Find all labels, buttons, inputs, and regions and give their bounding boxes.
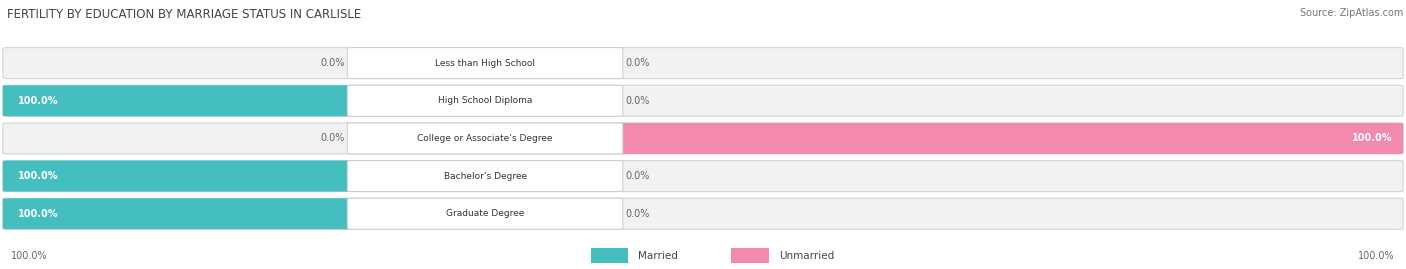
- FancyBboxPatch shape: [3, 85, 1403, 116]
- FancyBboxPatch shape: [347, 123, 623, 154]
- Text: 0.0%: 0.0%: [626, 96, 650, 106]
- Text: 100.0%: 100.0%: [11, 250, 48, 261]
- Text: High School Diploma: High School Diploma: [437, 96, 533, 105]
- Text: 0.0%: 0.0%: [626, 171, 650, 181]
- Text: Less than High School: Less than High School: [434, 59, 536, 68]
- Text: College or Associate’s Degree: College or Associate’s Degree: [418, 134, 553, 143]
- Text: 0.0%: 0.0%: [321, 133, 344, 143]
- Text: Bachelor’s Degree: Bachelor’s Degree: [443, 172, 527, 180]
- FancyBboxPatch shape: [347, 198, 623, 229]
- FancyBboxPatch shape: [591, 248, 628, 263]
- Text: 100.0%: 100.0%: [18, 171, 59, 181]
- FancyBboxPatch shape: [3, 123, 1403, 154]
- FancyBboxPatch shape: [347, 161, 623, 192]
- Text: Source: ZipAtlas.com: Source: ZipAtlas.com: [1299, 8, 1403, 18]
- Text: Married: Married: [638, 250, 678, 261]
- Text: Graduate Degree: Graduate Degree: [446, 209, 524, 218]
- Text: 0.0%: 0.0%: [626, 209, 650, 219]
- FancyBboxPatch shape: [3, 85, 356, 116]
- FancyBboxPatch shape: [3, 161, 356, 192]
- Text: 0.0%: 0.0%: [626, 58, 650, 68]
- Text: 100.0%: 100.0%: [1358, 250, 1395, 261]
- Text: FERTILITY BY EDUCATION BY MARRIAGE STATUS IN CARLISLE: FERTILITY BY EDUCATION BY MARRIAGE STATU…: [7, 8, 361, 21]
- FancyBboxPatch shape: [347, 48, 623, 79]
- FancyBboxPatch shape: [3, 161, 1403, 192]
- Text: 100.0%: 100.0%: [18, 209, 59, 219]
- Text: 100.0%: 100.0%: [18, 96, 59, 106]
- FancyBboxPatch shape: [731, 248, 769, 263]
- FancyBboxPatch shape: [3, 48, 1403, 79]
- FancyBboxPatch shape: [3, 198, 1403, 229]
- FancyBboxPatch shape: [347, 85, 623, 116]
- FancyBboxPatch shape: [614, 123, 1403, 154]
- FancyBboxPatch shape: [3, 198, 356, 229]
- Text: 100.0%: 100.0%: [1351, 133, 1392, 143]
- Text: Unmarried: Unmarried: [779, 250, 834, 261]
- Text: 0.0%: 0.0%: [321, 58, 344, 68]
